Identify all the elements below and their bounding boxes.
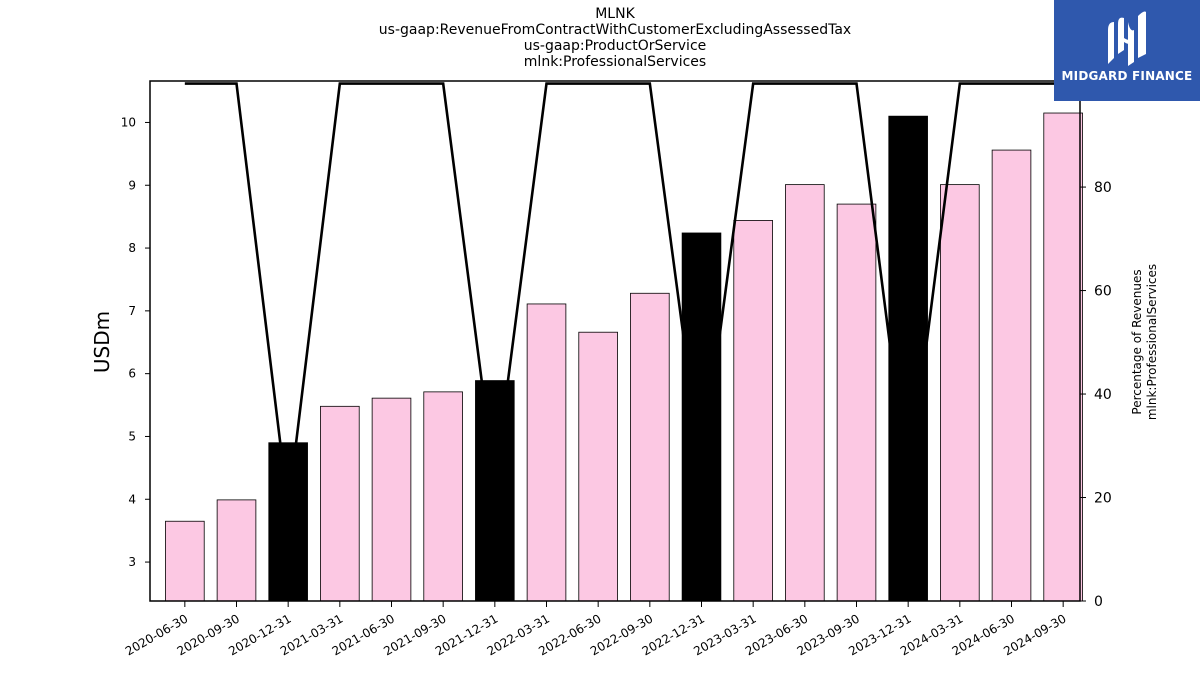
bar-2021-06-30 (371, 397, 412, 602)
bar-2024-06-30 (991, 149, 1032, 602)
bar-2020-06-30 (165, 520, 205, 602)
y2-tick-label: 80 (1094, 180, 1112, 196)
bar-2024-09-30 (1043, 112, 1083, 602)
secondary-y-axis-label: Percentage of Revenues mlnk:Professional… (1130, 264, 1160, 420)
y2-tick-label: 40 (1094, 387, 1112, 403)
bar-2023-09-30 (836, 203, 877, 602)
y-tick-label: 3 (128, 555, 136, 569)
bar-2020-09-30 (216, 499, 257, 602)
midgard-finance-logo: MIDGARD FINANCE (1054, 0, 1200, 101)
logo-text: MIDGARD FINANCE (1061, 69, 1193, 83)
chart-title: MLNK us-gaap:RevenueFromContractWithCust… (150, 6, 1080, 70)
y-tick-label: 6 (128, 367, 136, 381)
y-tick-label: 5 (128, 429, 136, 443)
secondary-y-label-line-1: Percentage of Revenues (1130, 269, 1144, 415)
bar-2024-03-31 (940, 184, 980, 602)
bar-2023-03-31 (733, 220, 773, 602)
y-tick-label: 8 (128, 241, 136, 255)
logo-mark-icon (1108, 11, 1146, 66)
bar-2021-09-30 (423, 391, 463, 602)
title-line-2: us-gaap:RevenueFromContractWithCustomerE… (378, 22, 852, 38)
y2-tick-label: 60 (1094, 284, 1112, 300)
bar-2022-12-31 (681, 232, 722, 602)
y-axis-label: USDm (90, 310, 114, 374)
bar-2022-09-30 (630, 292, 670, 602)
bar-2023-12-31 (888, 115, 928, 602)
y-tick-label: 10 (121, 115, 136, 129)
plot-frame (149, 80, 1081, 602)
y-tick-label: 7 (128, 304, 136, 318)
title-line-3: us-gaap:ProductOrService (523, 38, 707, 54)
title-line-1: MLNK (595, 6, 635, 22)
bar-2023-06-30 (785, 184, 825, 602)
y-tick-label: 9 (128, 178, 136, 192)
bar-2021-03-31 (320, 405, 360, 602)
bar-2022-03-31 (526, 303, 567, 602)
y2-tick-label: 20 (1094, 491, 1112, 507)
y2-tick-label: 0 (1094, 594, 1103, 610)
title-line-4: mlnk:ProfessionalServices (523, 54, 707, 70)
percentage-line (184, 82, 1064, 509)
y-tick-label: 4 (128, 492, 136, 506)
bar-2020-12-31 (268, 442, 308, 602)
bar-2022-06-30 (578, 331, 618, 602)
bar-2021-12-31 (475, 380, 515, 602)
secondary-y-label-line-2: mlnk:ProfessionalServices (1145, 263, 1159, 421)
